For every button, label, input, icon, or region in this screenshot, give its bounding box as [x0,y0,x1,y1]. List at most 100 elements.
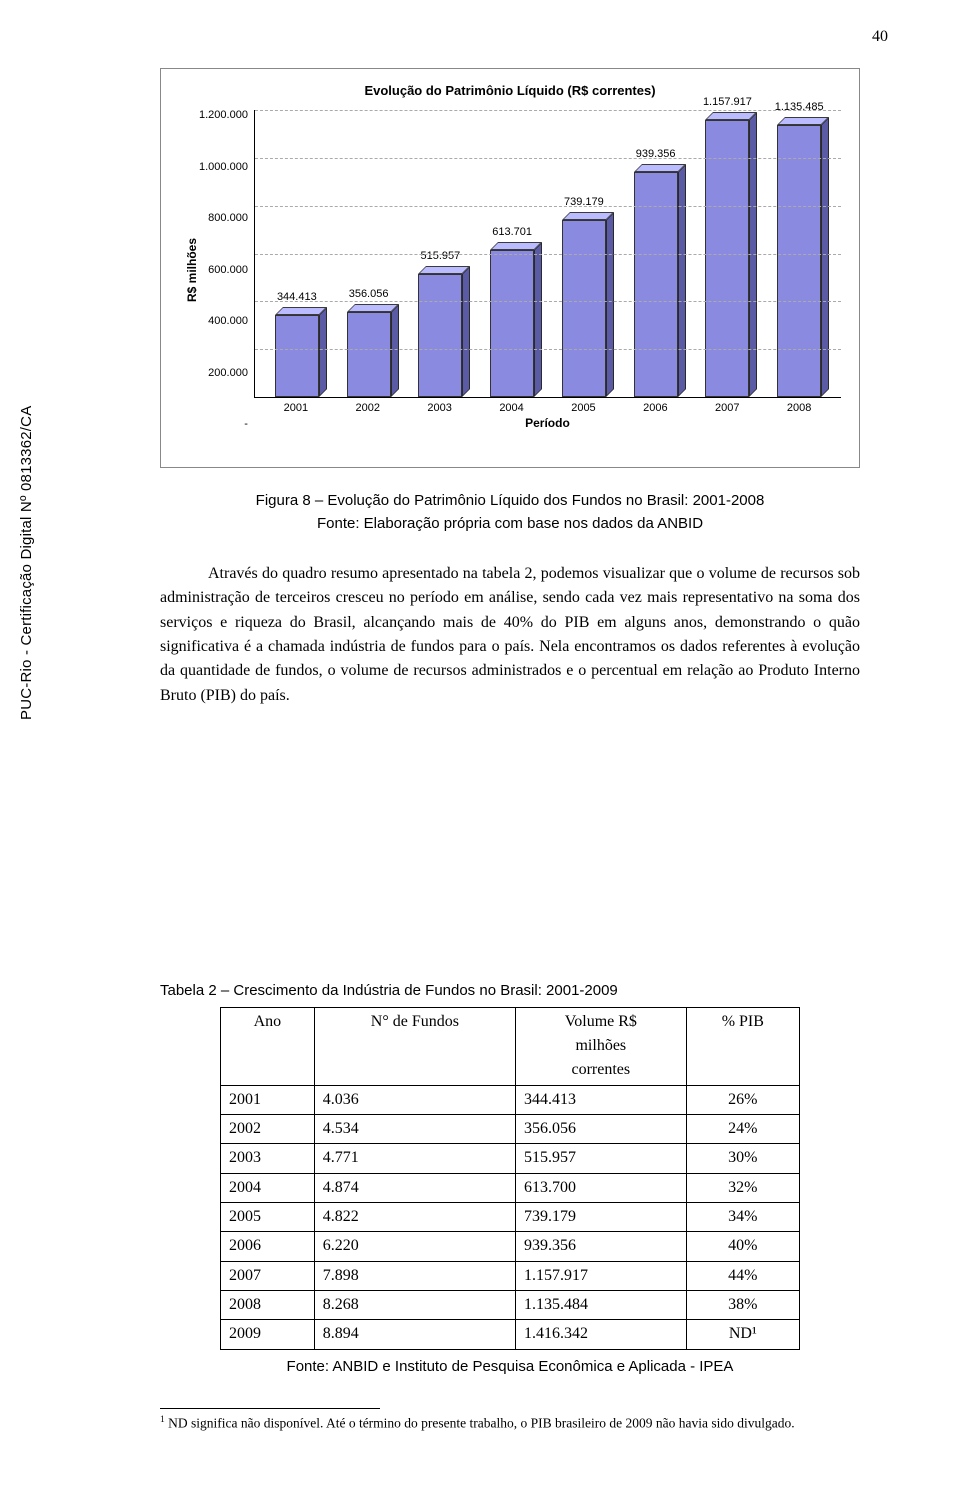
table-cell: 2006 [221,1232,315,1261]
table-row: 20044.874613.70032% [221,1173,800,1202]
table-header-cell: Ano [221,1007,315,1085]
chart-bar [562,220,606,397]
table-cell: 2008 [221,1290,315,1319]
table-row: 20098.8941.416.342ND¹ [221,1320,800,1349]
figure-caption-line2: Fonte: Elaboração própria com base nos d… [317,515,703,532]
chart-bar [418,274,462,397]
chart-x-tick: 2002 [332,402,404,414]
table-cell: 2002 [221,1115,315,1144]
table-cell: 2007 [221,1261,315,1290]
chart-bar-value-label: 1.135.485 [763,101,835,113]
table-cell: 939.356 [516,1232,687,1261]
table-row: 20024.534356.05624% [221,1115,800,1144]
body-paragraph: Através do quadro resumo apresentado na … [160,562,860,708]
chart-y-tick: 800.000 [199,213,248,224]
table-cell: 32% [686,1173,799,1202]
table-cell: 2004 [221,1173,315,1202]
chart-y-tick: 1.200.000 [199,110,248,121]
chart-plot-area: 344.413356.056515.957613.701739.179939.3… [254,110,841,398]
certification-sidebar-text: PUC-Rio - Certificação Digital Nº 081336… [18,406,35,720]
chart-bar-value-label: 1.157.917 [692,96,764,108]
table-cell: 613.700 [516,1173,687,1202]
chart-gridline [255,349,841,350]
table-row: 20077.8981.157.91744% [221,1261,800,1290]
chart-container: Evolução do Patrimônio Líquido (R$ corre… [160,68,860,468]
table-block: Tabela 2 – Crescimento da Indústria de F… [160,980,860,1378]
table-cell: 8.268 [314,1290,515,1319]
chart-y-tick: 200.000 [199,368,248,379]
table-header-cell: % PIB [686,1007,799,1085]
table-cell: 4.036 [314,1085,515,1114]
table-source: Fonte: ANBID e Instituto de Pesquisa Eco… [160,1356,860,1379]
chart-y-axis-label: R$ milhões [179,110,199,430]
data-table: AnoN° de FundosVolume R$milhõescorrentes… [220,1007,800,1350]
table-cell: 2001 [221,1085,315,1114]
chart-x-tick: 2005 [548,402,620,414]
chart-y-tick: 1.000.000 [199,162,248,173]
footnote: 1 ND significa não disponível. Até o tér… [160,1414,860,1433]
chart-gridline [255,206,841,207]
table-cell: 2003 [221,1144,315,1173]
table-caption: Tabela 2 – Crescimento da Indústria de F… [160,980,860,1003]
page-number: 40 [872,28,888,46]
table-row: 20088.2681.135.48438% [221,1290,800,1319]
chart-x-tick: 2007 [691,402,763,414]
chart-y-ticks: 1.200.0001.000.000800.000600.000400.0002… [199,110,254,430]
table-row: 20014.036344.41326% [221,1085,800,1114]
table-row: 20066.220939.35640% [221,1232,800,1261]
chart-gridline [255,110,841,111]
table-cell: 4.874 [314,1173,515,1202]
chart-x-axis-label: Período [254,416,841,430]
table-cell: 1.157.917 [516,1261,687,1290]
chart-x-tick: 2006 [619,402,691,414]
table-row: 20054.822739.17934% [221,1202,800,1231]
footnote-text: ND significa não disponível. Até o térmi… [165,1416,795,1431]
chart-x-tick: 2008 [763,402,835,414]
table-cell: 4.534 [314,1115,515,1144]
chart-bar-value-label: 613.701 [476,226,548,238]
chart-bar [777,125,821,397]
table-cell: 34% [686,1202,799,1231]
chart-bar [275,315,319,397]
table-cell: 38% [686,1290,799,1319]
table-cell: 1.416.342 [516,1320,687,1349]
chart-x-tick: 2001 [260,402,332,414]
chart-bar [705,120,749,397]
table-cell: 40% [686,1232,799,1261]
table-cell: 2005 [221,1202,315,1231]
chart-bar [347,312,391,397]
chart-bar-value-label: 515.957 [404,250,476,262]
table-cell: 44% [686,1261,799,1290]
table-cell: 8.894 [314,1320,515,1349]
table-cell: 344.413 [516,1085,687,1114]
figure-caption: Figura 8 – Evolução do Patrimônio Líquid… [160,490,860,535]
chart-gridline [255,254,841,255]
footnote-separator [160,1408,380,1409]
table-cell: 4.771 [314,1144,515,1173]
table-cell: 356.056 [516,1115,687,1144]
chart-y-tick: 600.000 [199,265,248,276]
table-header-cell: N° de Fundos [314,1007,515,1085]
table-cell: 6.220 [314,1232,515,1261]
table-cell: 7.898 [314,1261,515,1290]
table-cell: 24% [686,1115,799,1144]
table-cell: 515.957 [516,1144,687,1173]
chart-x-tick: 2004 [476,402,548,414]
table-cell: 2009 [221,1320,315,1349]
chart-y-tick: - [199,419,248,430]
chart-x-ticks: 20012002200320042005200620072008 [254,398,841,414]
chart-gridline [255,301,841,302]
figure-caption-line1: Figura 8 – Evolução do Patrimônio Líquid… [256,492,765,509]
table-cell: 30% [686,1144,799,1173]
table-cell: 1.135.484 [516,1290,687,1319]
table-row: 20034.771515.95730% [221,1144,800,1173]
chart-x-tick: 2003 [404,402,476,414]
table-cell: ND¹ [686,1320,799,1349]
chart-gridline [255,158,841,159]
table-cell: 739.179 [516,1202,687,1231]
chart-bar [490,250,534,397]
table-cell: 4.822 [314,1202,515,1231]
body-paragraph-block: Através do quadro resumo apresentado na … [160,562,860,708]
table-header-cell: Volume R$milhõescorrentes [516,1007,687,1085]
table-cell: 26% [686,1085,799,1114]
